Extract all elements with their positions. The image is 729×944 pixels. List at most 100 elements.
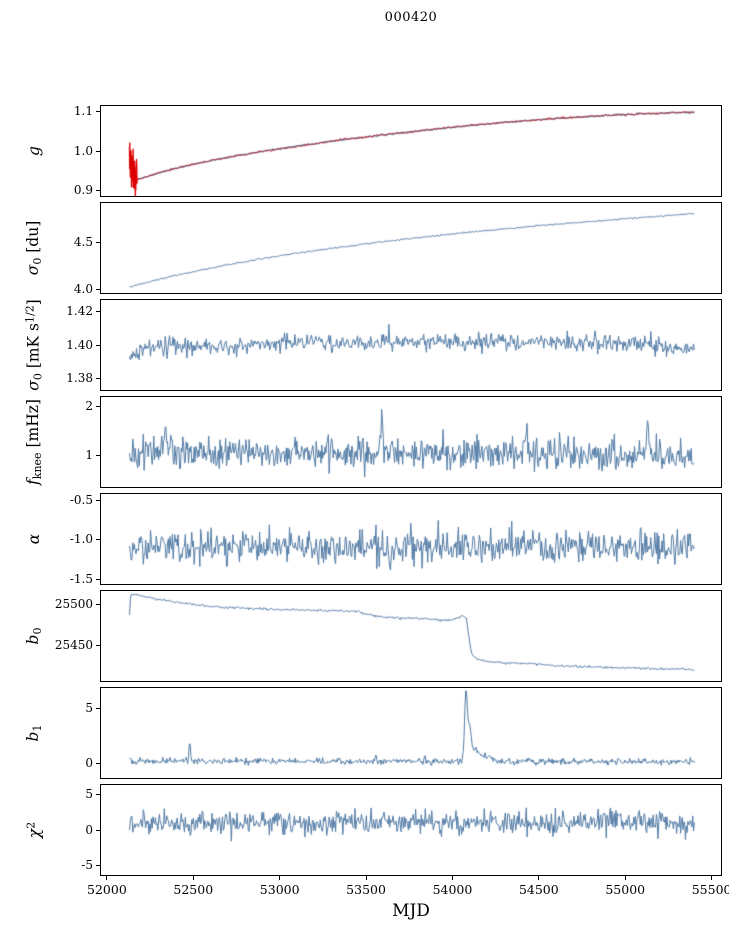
y-tick-label-b1: 0 [85,756,93,771]
figure-title: 000420 [384,10,438,25]
x-tick-mark [192,876,194,880]
y-axis-label-segment: 0 [31,627,44,635]
x-tick-mark [451,876,453,880]
x-tick-label: 55000 [605,882,646,897]
y-axis-label-segment: g [25,146,43,156]
y-tick-mark-g [96,150,100,152]
y-tick-mark-sigma0-mk [96,311,100,313]
x-tick-mark [711,876,713,880]
x-tick-label: 55500 [691,882,729,897]
y-axis-label-segment: α [25,533,43,545]
x-tick-mark [279,876,281,880]
y-tick-label-alpha: -1.5 [69,571,93,586]
x-tick-label: 53000 [259,882,300,897]
y-axis-label-segment: ] [24,299,43,306]
y-tick-label-chi2: 0 [85,822,93,837]
y-tick-label-chi2: -5 [81,858,93,873]
plot-canvas-sigma0-mk [101,300,721,390]
x-tick-mark [624,876,626,880]
x-tick-label: 53500 [346,882,386,897]
y-axis-label-g: g [25,146,43,156]
y-axis-label-segment: 2 [24,821,38,829]
y-tick-label-g: 1.0 [73,143,93,158]
y-axis-label-sigma0-mk: σ0 [mK s1/2] [24,299,45,391]
y-axis-label-segment: σ [24,380,43,391]
y-axis-label-segment: b [24,731,42,742]
x-tick-mark [365,876,367,880]
y-tick-mark-b1 [96,707,100,709]
y-tick-label-g: 1.1 [73,104,93,119]
y-tick-mark-alpha [96,499,100,501]
subplot-fknee [100,396,722,488]
y-axis-label-segment: 1/2 [23,305,37,324]
y-tick-mark-g [96,111,100,113]
y-tick-mark-g [96,189,100,191]
y-tick-mark-b1 [96,763,100,765]
plot-canvas-g [101,106,721,196]
subplot-sigma0-mk [100,299,722,391]
y-axis-label-segment: 0 [31,257,44,265]
y-tick-label-b1: 5 [85,700,93,715]
subplot-g [100,105,722,197]
x-tick-label: 54500 [518,882,559,897]
y-axis-label-segment: σ [24,264,42,276]
plot-canvas-b1 [101,688,721,778]
subplot-b1 [100,687,722,779]
x-axis-label: MJD [392,901,430,921]
y-tick-mark-alpha [96,539,100,541]
y-tick-label-sigma0-mk: 1.42 [66,304,93,319]
y-axis-label-b0: b0 [24,628,44,645]
y-tick-label-alpha: -1.0 [69,532,93,547]
plot-canvas-sigma0-du [101,203,721,293]
y-tick-label-fknee: 1 [85,447,93,462]
x-tick-mark [538,876,540,880]
y-tick-mark-b0 [96,644,100,646]
y-axis-label-b1: b1 [24,725,44,742]
y-axis-label-fknee: fknee [mHz] [24,399,44,485]
x-tick-mark [106,876,108,880]
y-tick-label-sigma0-mk: 1.40 [66,337,93,352]
x-tick-label: 52000 [87,882,127,897]
y-tick-label-sigma0-du: 4.5 [73,235,93,250]
y-axis-label-segment: [mK s [24,323,43,374]
plot-canvas-chi2 [101,785,721,875]
plot-canvas-fknee [101,397,721,487]
y-axis-label-segment: χ [25,828,44,839]
y-axis-label-chi2: χ2 [25,822,44,838]
y-tick-label-b0: 25450 [54,637,93,652]
subplot-sigma0-du [100,202,722,294]
y-tick-label-fknee: 2 [85,399,93,414]
y-axis-label-segment: 0 [31,373,45,381]
y-tick-mark-b0 [96,603,100,605]
y-axis-label-sigma0-du: σ0 [du] [24,221,44,276]
subplot-b0 [100,590,722,682]
y-tick-mark-fknee [96,454,100,456]
subplot-chi2 [100,784,722,876]
y-tick-mark-sigma0-du [96,288,100,290]
y-axis-label-segment: 1 [31,724,44,732]
y-axis-label-segment: f [24,479,42,485]
y-tick-mark-chi2 [96,829,100,831]
y-tick-label-chi2: 5 [85,786,93,801]
y-tick-label-alpha: -0.5 [69,492,93,507]
y-axis-label-alpha: α [25,534,43,544]
y-tick-mark-chi2 [96,793,100,795]
y-tick-label-g: 0.9 [73,182,93,197]
y-axis-label-segment: knee [31,452,44,480]
y-axis-label-segment: [du] [24,220,42,258]
x-tick-label: 54000 [432,882,473,897]
y-tick-mark-sigma0-du [96,242,100,244]
plot-canvas-alpha [101,494,721,584]
y-axis-label-segment: b [24,634,42,645]
y-tick-label-sigma0-du: 4.0 [73,281,93,296]
y-tick-mark-fknee [96,406,100,408]
subplot-alpha [100,493,722,585]
y-tick-mark-alpha [96,578,100,580]
y-tick-mark-chi2 [96,865,100,867]
y-tick-mark-sigma0-mk [96,344,100,346]
y-tick-mark-sigma0-mk [96,377,100,379]
plot-canvas-b0 [101,591,721,681]
x-tick-label: 52500 [173,882,214,897]
y-tick-label-b0: 25500 [54,596,93,611]
